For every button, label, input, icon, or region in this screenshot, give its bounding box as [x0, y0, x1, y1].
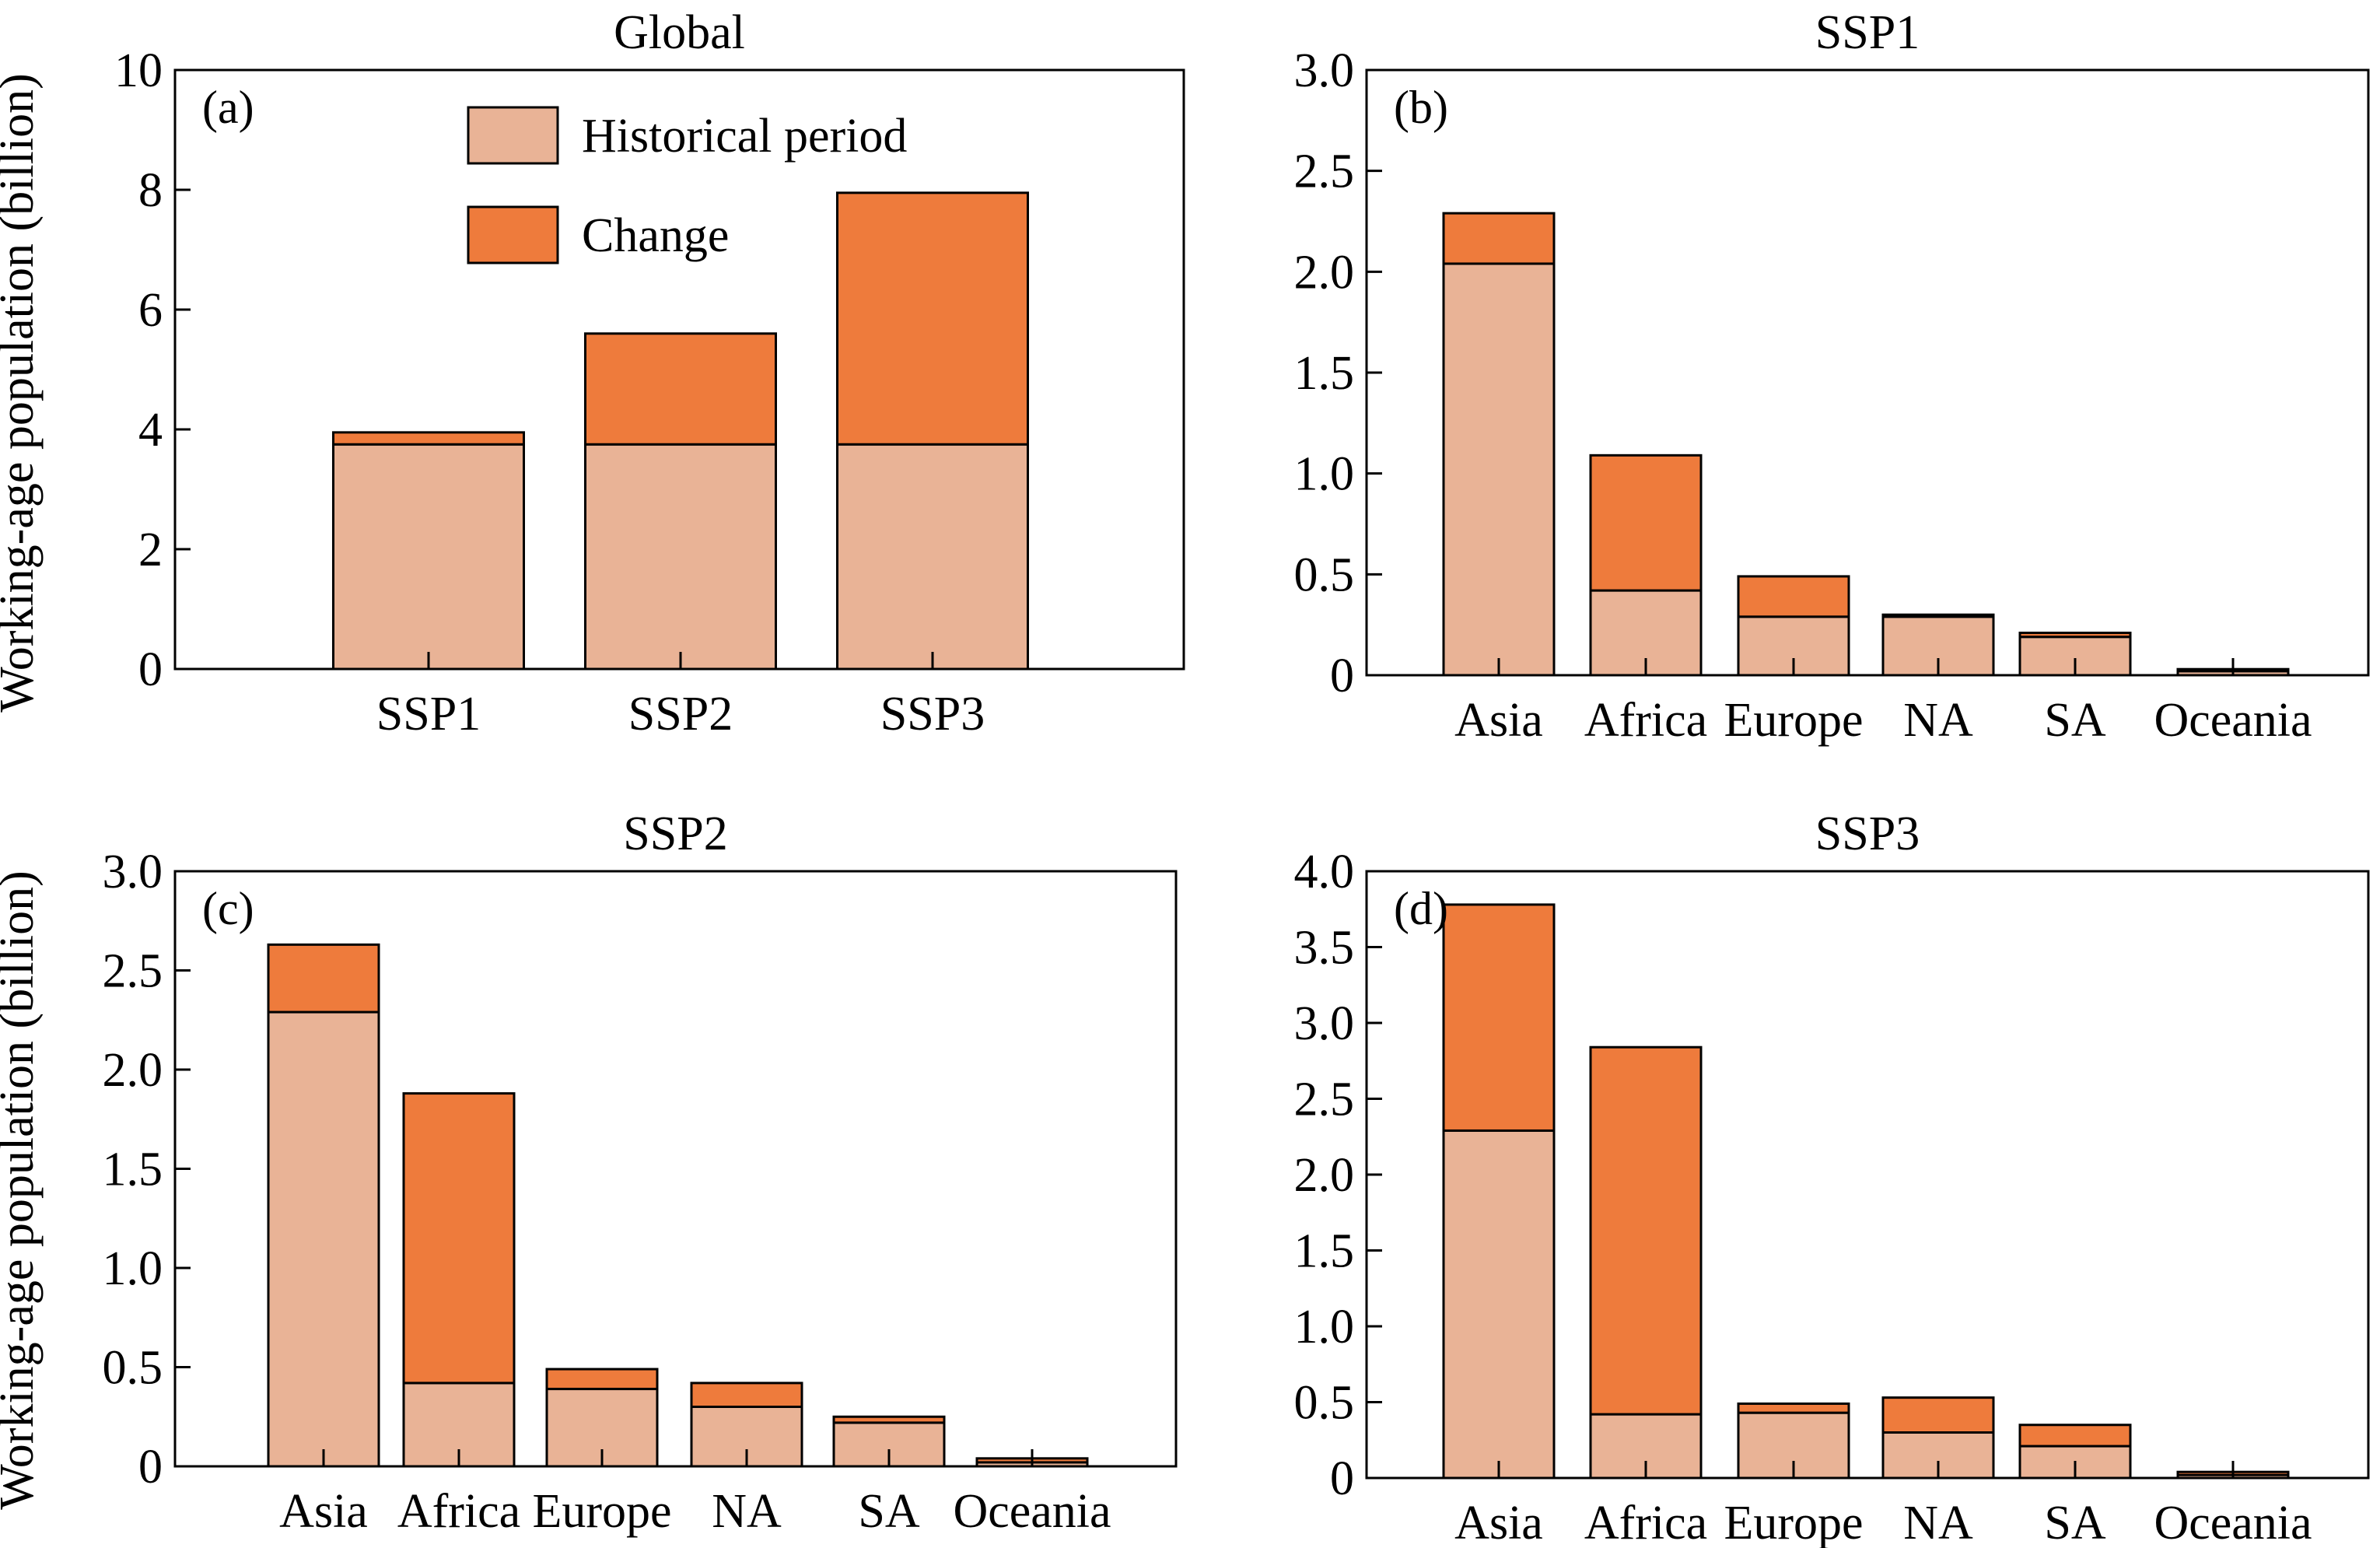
legend: Historical period Change [467, 106, 907, 264]
panel-letter-c: (c) [202, 883, 254, 934]
bar-historical-a-ssp1 [332, 443, 525, 671]
y-tick-label-c-0: 0 [138, 1441, 163, 1494]
panel-title-d: SSP3 [1815, 807, 1920, 860]
y-tick-label-c-5: 2.5 [103, 945, 163, 998]
bar-change-b-europe [1737, 575, 1850, 618]
x-tick-label-b-africa: Africa [1584, 694, 1707, 747]
panel-letter-b: (b) [1394, 82, 1448, 133]
y-tick-label-d-7: 3.5 [1294, 922, 1355, 975]
x-tick-label-a-ssp1: SSP1 [376, 688, 481, 741]
bar-change-d-sa [2018, 1424, 2132, 1448]
panel-letter-d: (d) [1394, 883, 1448, 934]
x-tick-label-d-oceania: Oceania [2154, 1497, 2312, 1548]
x-tick-label-c-asia: Asia [279, 1485, 368, 1538]
y-tick-label-c-3: 1.5 [103, 1143, 163, 1196]
y-tick-label-b-5: 2.5 [1294, 145, 1355, 198]
x-tick-label-c-oceania: Oceania [953, 1485, 1111, 1538]
y-axis-label-top: Working-age population (billion) [0, 73, 44, 713]
x-tick-label-d-asia: Asia [1454, 1497, 1543, 1548]
x-tick-label-a-ssp3: SSP3 [880, 688, 985, 741]
y-axis-label-bottom: Working-age population (billion) [0, 870, 44, 1510]
bar-historical-c-asia [267, 1010, 380, 1468]
y-tick-label-d-3: 1.5 [1294, 1225, 1355, 1278]
y-tick-label-d-6: 3.0 [1294, 997, 1355, 1050]
y-tick-label-b-4: 2.0 [1294, 246, 1355, 299]
bar-change-b-na [1881, 613, 1995, 618]
y-tick-label-c-6: 3.0 [103, 846, 163, 898]
legend-swatch-change [467, 205, 559, 264]
x-tick-label-b-oceania: Oceania [2154, 694, 2312, 747]
x-tick-label-d-europe: Europe [1724, 1497, 1863, 1548]
bar-historical-b-asia [1442, 262, 1556, 677]
legend-label-change: Change [582, 209, 729, 262]
x-tick-label-c-africa: Africa [397, 1485, 520, 1538]
y-tick-label-c-4: 2.0 [103, 1044, 163, 1097]
y-tick-label-b-3: 1.5 [1294, 347, 1355, 400]
y-tick-label-b-2: 1.0 [1294, 448, 1355, 501]
panel-letter-a: (a) [202, 82, 254, 133]
y-tick-label-a-0: 0 [138, 643, 163, 696]
panel-d-ssp3: Asia Africa Europe NA SA Oceania 0 0.5 1.0 1.5 2.0… [1294, 807, 2370, 1548]
bar-change-a-ssp3 [836, 191, 1029, 446]
y-tick-label-d-4: 2.0 [1294, 1149, 1355, 1202]
bar-change-c-europe [545, 1368, 659, 1391]
x-tick-label-d-na: NA [1903, 1497, 1973, 1548]
bar-change-a-ssp1 [332, 431, 525, 446]
panel-title-b: SSP1 [1815, 6, 1920, 59]
bar-change-b-africa [1589, 454, 1703, 592]
bar-change-d-africa [1589, 1045, 1703, 1416]
y-tick-label-d-2: 1.0 [1294, 1301, 1355, 1354]
bar-historical-a-ssp2 [584, 443, 777, 671]
panel-title-c: SSP2 [623, 807, 727, 860]
y-tick-label-c-1: 0.5 [103, 1342, 163, 1395]
panel-title-a: Global [614, 6, 745, 59]
y-tick-label-d-5: 2.5 [1294, 1073, 1355, 1126]
bar-historical-d-asia [1442, 1129, 1556, 1480]
bar-change-d-europe [1737, 1402, 1850, 1414]
panel-b-ssp1: Asia Africa Europe NA SA Oceania 0 0.5 1.0 1.5 2.0… [1294, 6, 2370, 747]
plot-frame-a [173, 68, 1185, 671]
x-tick-label-c-sa: SA [858, 1485, 919, 1538]
x-tick-label-d-sa: SA [2044, 1497, 2105, 1548]
bar-historical-c-europe [545, 1388, 659, 1468]
x-tick-label-b-na: NA [1903, 694, 1973, 747]
bar-change-b-asia [1442, 212, 1556, 265]
x-tick-label-b-europe: Europe [1724, 694, 1863, 747]
bar-change-c-africa [402, 1092, 516, 1385]
bar-change-b-sa [2018, 632, 2132, 639]
bar-change-c-na [690, 1382, 803, 1409]
x-tick-label-c-na: NA [712, 1485, 782, 1538]
x-tick-label-c-europe: Europe [532, 1485, 671, 1538]
legend-swatch-historical [467, 106, 559, 165]
panel-a-global: SSP1 SSP2 SSP3 0 2 4 6 8 10 Global (a) [114, 6, 1185, 741]
bar-change-a-ssp2 [584, 332, 777, 446]
y-tick-label-a-5: 10 [114, 44, 163, 97]
bar-historical-a-ssp3 [836, 443, 1029, 671]
bar-change-d-na [1881, 1396, 1995, 1434]
y-tick-label-b-6: 3.0 [1294, 44, 1355, 97]
x-tick-label-b-sa: SA [2044, 694, 2105, 747]
legend-label-historical: Historical period [582, 110, 907, 163]
y-tick-label-c-2: 1.0 [103, 1242, 163, 1295]
y-tick-label-d-0: 0 [1330, 1452, 1354, 1505]
x-tick-label-a-ssp2: SSP2 [628, 688, 733, 741]
y-tick-label-b-0: 0 [1330, 650, 1354, 702]
x-tick-label-d-africa: Africa [1584, 1497, 1707, 1548]
y-tick-label-a-1: 2 [138, 524, 163, 576]
bar-change-c-asia [267, 943, 380, 1014]
y-tick-label-a-2: 4 [138, 404, 163, 457]
panel-c-ssp2: Asia Africa Europe NA SA Oceania 0 0.5 1.0 1.5 2.0… [103, 807, 1178, 1538]
y-tick-label-a-3: 6 [138, 284, 163, 337]
x-tick-label-b-asia: Asia [1454, 694, 1543, 747]
y-tick-label-a-4: 8 [138, 164, 163, 217]
y-tick-label-d-8: 4.0 [1294, 846, 1355, 898]
bar-change-d-asia [1442, 903, 1556, 1132]
y-tick-label-d-1: 0.5 [1294, 1377, 1355, 1430]
y-tick-label-b-1: 0.5 [1294, 548, 1355, 601]
bar-change-c-sa [832, 1415, 946, 1424]
